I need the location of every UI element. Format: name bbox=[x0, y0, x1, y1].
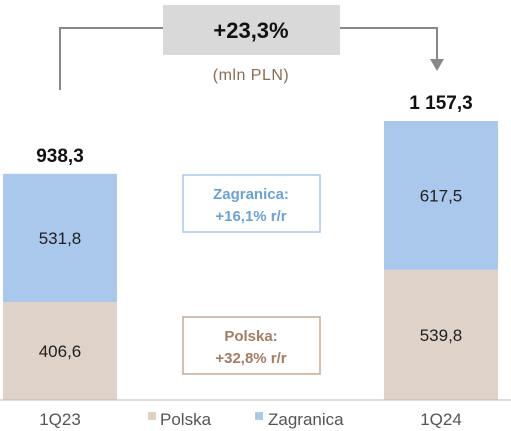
callout-polska-box bbox=[182, 316, 321, 375]
category-label-1q23: 1Q23 bbox=[39, 410, 81, 429]
legend-label-polska: Polska bbox=[160, 410, 212, 429]
bar-polska-1q24 bbox=[384, 269, 498, 400]
legend: Polska Zagranica bbox=[148, 410, 344, 429]
legend-swatch-polska bbox=[148, 412, 156, 420]
value-label-zagranica-1q24: 617,5 bbox=[420, 186, 463, 205]
total-label-1q23: 938,3 bbox=[36, 146, 84, 167]
callout-zagranica-box bbox=[182, 174, 321, 233]
growth-box bbox=[163, 5, 340, 55]
callout-polska-title: Polska: bbox=[224, 328, 277, 345]
growth-label: +23,3% bbox=[213, 18, 288, 43]
bars-group: 406,6 531,8 938,3 1Q23 539,8 617,5 1 157,3 1Q24 bbox=[3, 93, 498, 429]
legend-swatch-zagranica bbox=[255, 412, 263, 420]
value-label-polska-1q23: 406,6 bbox=[39, 342, 82, 361]
bar-polska-1q23 bbox=[3, 301, 117, 400]
callout-zagranica-title: Zagranica: bbox=[213, 186, 289, 203]
category-label-1q24: 1Q24 bbox=[420, 410, 462, 429]
legend-label-zagranica: Zagranica bbox=[268, 410, 344, 429]
bar-zagranica-1q24 bbox=[384, 121, 498, 270]
unit-label: (mln PLN) bbox=[213, 67, 290, 84]
value-label-zagranica-1q23: 531,8 bbox=[39, 229, 82, 248]
bar-zagranica-1q23 bbox=[3, 173, 117, 302]
total-label-1q24: 1 157,3 bbox=[409, 93, 472, 114]
value-label-polska-1q24: 539,8 bbox=[420, 326, 463, 345]
arrow-head-icon bbox=[430, 59, 444, 71]
callout-zagranica-value: +16,1% r/r bbox=[215, 208, 286, 225]
callout-polska-value: +32,8% r/r bbox=[215, 350, 286, 367]
